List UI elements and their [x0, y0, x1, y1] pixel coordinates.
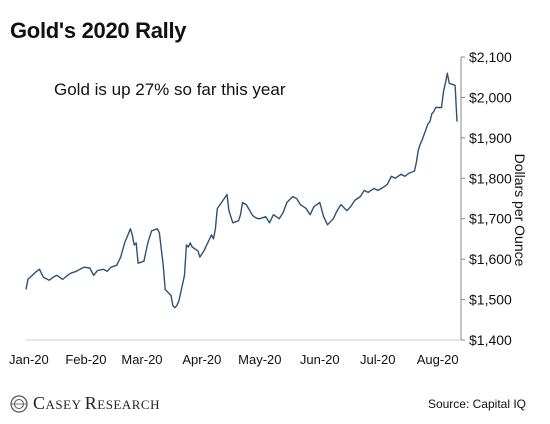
gold-price-line — [25, 72, 458, 309]
y-tick-label: $1,600 — [469, 251, 512, 267]
y-tick-label: $1,700 — [469, 211, 512, 227]
series-line-group — [25, 72, 458, 309]
y-tick-label: $2,100 — [469, 49, 512, 65]
y-tick-label: $2,000 — [469, 89, 512, 105]
x-tick-label: Mar-20 — [121, 352, 162, 367]
x-tick-label: Aug-20 — [417, 352, 459, 367]
y-tick-label: $1,400 — [469, 332, 512, 348]
x-tick-label: May-20 — [238, 352, 281, 367]
x-tick-label: Feb-20 — [65, 352, 106, 367]
y-tick-label: $1,900 — [469, 130, 512, 146]
source-note: Source: Capital IQ — [427, 397, 526, 411]
y-tick-label: $1,500 — [469, 292, 512, 308]
x-tick-label: Jun-20 — [300, 352, 340, 367]
casey-research-emblem-icon — [10, 394, 28, 413]
logo-wordmark: CASEY RESEARCH — [33, 393, 160, 413]
y-axis-label-wrap: Dollars per Ounce — [508, 150, 532, 270]
chart-annotation: Gold is up 27% so far this year — [54, 80, 286, 99]
y-tick-label: $1,800 — [469, 170, 512, 186]
chart-title: Gold's 2020 Rally — [10, 18, 187, 43]
y-axis-label: Dollars per Ounce — [512, 153, 528, 267]
x-tick-label: Jul-20 — [360, 352, 395, 367]
x-tick-label: Apr-20 — [182, 352, 221, 367]
axes-group: $2,100 $2,000 $1,900 $1,800 $1,700 $1,600 $1,5… — [9, 49, 512, 367]
casey-research-logo: CASEY RESEARCH — [10, 393, 160, 414]
x-tick-label: Jan-20 — [9, 352, 49, 367]
